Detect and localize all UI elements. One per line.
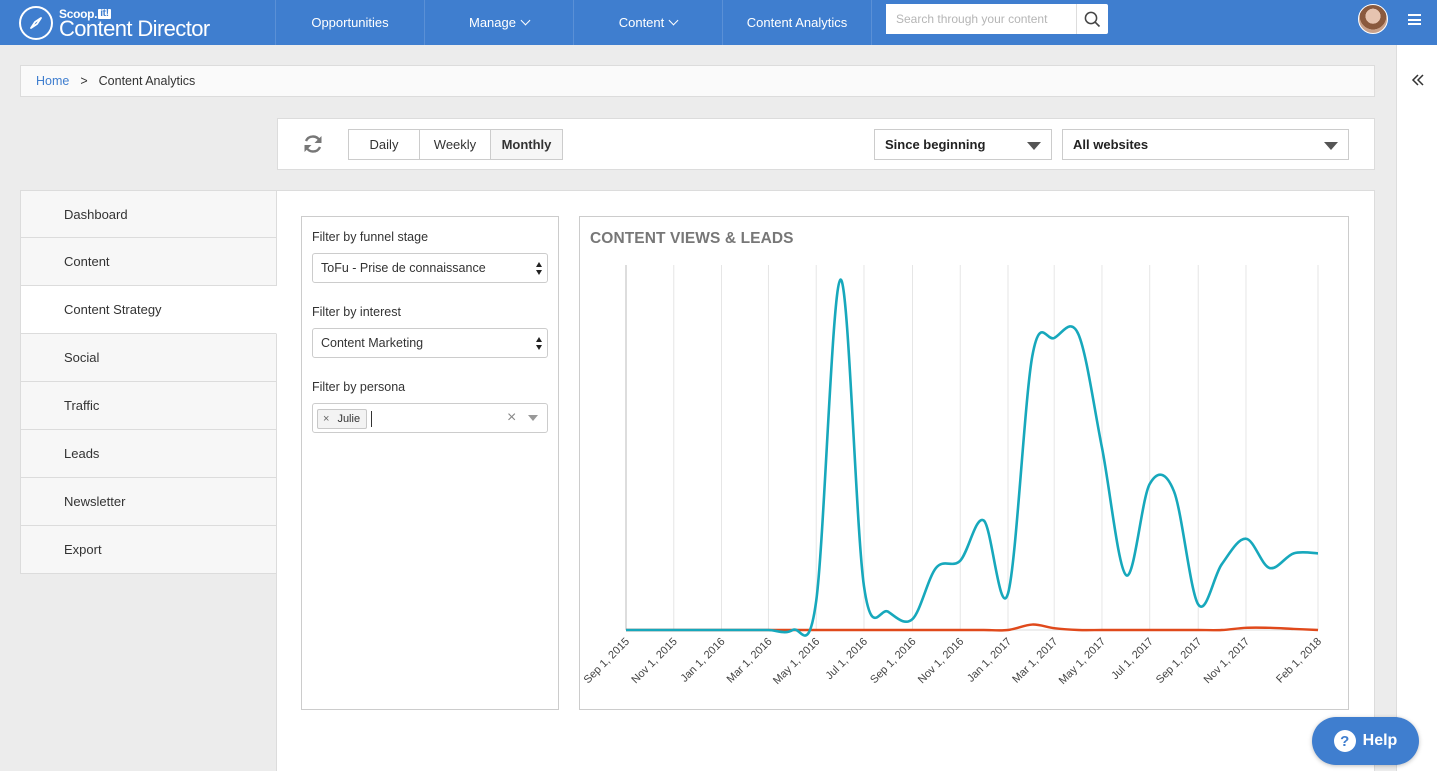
analytics-sidebar: Dashboard Content Content Strategy Socia… bbox=[20, 190, 277, 574]
select-arrows-icon bbox=[536, 262, 542, 275]
funnel-filter-label: Filter by funnel stage bbox=[312, 230, 429, 244]
brand-small-text: Scoop. bbox=[59, 6, 98, 21]
brand-logo-link[interactable]: Scoop. it! Content Director bbox=[0, 0, 276, 45]
x-tick-label: Jan 1, 2017 bbox=[965, 636, 1014, 685]
sidebar-item-dashboard[interactable]: Dashboard bbox=[20, 190, 277, 238]
x-tick-label: Jul 1, 2017 bbox=[1109, 636, 1156, 683]
chart-panel: CONTENT VIEWS & LEADS Sep 1, 2015 Nov 1, … bbox=[579, 216, 1349, 710]
sidebar-item-content-strategy[interactable]: Content Strategy bbox=[20, 286, 277, 334]
analytics-toolbar: Daily Weekly Monthly Since beginning All… bbox=[277, 118, 1375, 170]
clear-icon[interactable]: × bbox=[507, 409, 517, 426]
sidebar-item-label: Content Strategy bbox=[64, 302, 162, 317]
sidebar-item-export[interactable]: Export bbox=[20, 526, 277, 574]
top-navigation-bar: Scoop. it! Content Director Opportunities… bbox=[0, 0, 1437, 45]
caret-down-icon bbox=[1027, 142, 1041, 150]
funnel-stage-select[interactable]: ToFu - Prise de connaissance bbox=[312, 253, 548, 283]
sidebar-item-label: Dashboard bbox=[64, 206, 128, 222]
chevron-down-icon bbox=[668, 15, 679, 26]
select-arrows-icon bbox=[536, 337, 542, 350]
nav-content-analytics[interactable]: Content Analytics bbox=[723, 0, 872, 45]
x-tick-label: Feb 1, 2018 bbox=[1274, 636, 1324, 686]
sidebar-item-newsletter[interactable]: Newsletter bbox=[20, 478, 277, 526]
x-tick-label: Sep 1, 2015 bbox=[582, 636, 632, 686]
search-icon bbox=[1084, 11, 1101, 27]
x-tick-label: Nov 1, 2015 bbox=[629, 636, 679, 686]
interest-value: Content Marketing bbox=[321, 336, 424, 350]
x-tick-label: May 1, 2016 bbox=[771, 636, 822, 687]
x-tick-label: Sep 1, 2016 bbox=[868, 636, 918, 686]
nav-content-label: Content bbox=[618, 15, 665, 30]
date-range-value: Since beginning bbox=[885, 137, 986, 152]
nav-content-analytics-label: Content Analytics bbox=[746, 15, 848, 30]
x-tick-label: Nov 1, 2016 bbox=[916, 636, 966, 686]
sidebar-item-label: Newsletter bbox=[64, 494, 126, 509]
sidebar-item-leads[interactable]: Leads bbox=[20, 430, 277, 478]
search-box bbox=[886, 4, 1108, 34]
help-button[interactable]: ? Help bbox=[1312, 717, 1419, 765]
compass-icon bbox=[19, 5, 53, 40]
sidebar-item-label: Leads bbox=[64, 446, 100, 461]
x-tick-label: Jul 1, 2016 bbox=[824, 636, 871, 683]
caret-down-icon[interactable] bbox=[528, 415, 538, 421]
sidebar-item-label: Content bbox=[64, 254, 110, 269]
x-tick-label: May 1, 2017 bbox=[1057, 636, 1108, 687]
nav-manage[interactable]: Manage bbox=[425, 0, 574, 45]
nav-content[interactable]: Content bbox=[574, 0, 723, 45]
x-tick-label: Jan 1, 2016 bbox=[678, 636, 727, 685]
menu-icon[interactable] bbox=[1408, 14, 1421, 25]
help-label: Help bbox=[1362, 732, 1398, 749]
persona-filter-label: Filter by persona bbox=[312, 380, 406, 394]
persona-tag-input[interactable]: × Julie × bbox=[312, 403, 548, 433]
persona-tag: × Julie bbox=[317, 409, 368, 429]
date-range-select[interactable]: Since beginning bbox=[874, 129, 1052, 160]
right-collapsible-rail bbox=[1396, 45, 1437, 771]
tag-remove-icon[interactable]: × bbox=[323, 413, 330, 425]
nav-opportunities[interactable]: Opportunities bbox=[276, 0, 425, 45]
nav-manage-label: Manage bbox=[469, 15, 516, 30]
chart-title: CONTENT VIEWS & LEADS bbox=[590, 230, 794, 247]
x-tick-label: Mar 1, 2016 bbox=[725, 636, 775, 686]
sidebar-item-content[interactable]: Content bbox=[20, 238, 277, 286]
sidebar-item-traffic[interactable]: Traffic bbox=[20, 382, 277, 430]
period-toggle-group: Daily Weekly Monthly bbox=[348, 129, 563, 160]
refresh-icon[interactable] bbox=[302, 133, 324, 155]
period-monthly-button[interactable]: Monthly bbox=[491, 130, 562, 159]
interest-select[interactable]: Content Marketing bbox=[312, 328, 548, 358]
breadcrumb: Home > Content Analytics bbox=[20, 65, 1375, 97]
funnel-stage-value: ToFu - Prise de connaissance bbox=[321, 261, 486, 275]
persona-tag-label: Julie bbox=[337, 413, 361, 425]
sidebar-item-label: Export bbox=[64, 542, 102, 557]
breadcrumb-home-link[interactable]: Home bbox=[36, 74, 70, 88]
breadcrumb-separator: > bbox=[80, 74, 88, 88]
brand-text: Scoop. it! Content Director bbox=[59, 8, 210, 40]
brand-name: Content Director bbox=[59, 15, 210, 41]
caret-down-icon bbox=[1324, 142, 1338, 150]
interest-filter-label: Filter by interest bbox=[312, 305, 401, 319]
brand-badge: it! bbox=[98, 7, 111, 19]
breadcrumb-current: Content Analytics bbox=[98, 74, 196, 88]
x-tick-label: Sep 1, 2017 bbox=[1154, 636, 1204, 686]
text-cursor bbox=[371, 411, 372, 427]
search-input[interactable] bbox=[886, 4, 1076, 34]
period-weekly-button[interactable]: Weekly bbox=[420, 130, 491, 159]
sidebar-item-label: Traffic bbox=[64, 398, 100, 413]
chevron-down-icon bbox=[520, 15, 531, 26]
sidebar-item-label: Social bbox=[64, 350, 100, 365]
x-tick-label: Nov 1, 2017 bbox=[1202, 636, 1252, 686]
sidebar-item-social[interactable]: Social bbox=[20, 334, 277, 382]
question-icon: ? bbox=[1333, 730, 1356, 752]
double-chevron-left-icon[interactable] bbox=[1411, 73, 1425, 87]
user-avatar[interactable] bbox=[1358, 4, 1388, 34]
website-select[interactable]: All websites bbox=[1062, 129, 1349, 160]
search-button[interactable] bbox=[1076, 4, 1108, 34]
website-value: All websites bbox=[1073, 137, 1149, 152]
nav-opportunities-label: Opportunities bbox=[311, 15, 389, 30]
filter-panel: Filter by funnel stage ToFu - Prise de c… bbox=[301, 216, 559, 710]
views-series-line bbox=[625, 278, 1319, 637]
period-daily-button[interactable]: Daily bbox=[349, 130, 420, 159]
x-tick-label: Mar 1, 2017 bbox=[1010, 636, 1060, 686]
